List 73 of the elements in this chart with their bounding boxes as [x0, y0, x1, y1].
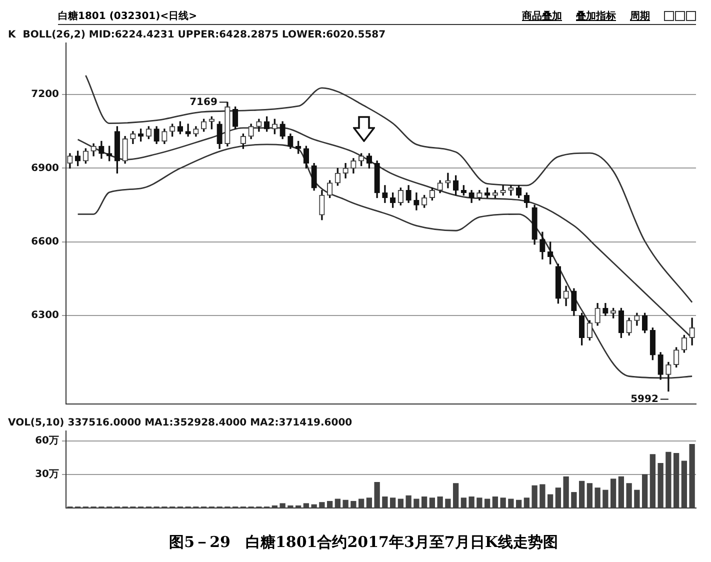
bar: [508, 498, 514, 508]
y-tick-label: 7200: [31, 89, 60, 100]
bar: [524, 498, 530, 508]
bar: [429, 498, 436, 508]
bar: [280, 503, 286, 508]
bar: [673, 452, 680, 508]
bar: [406, 495, 412, 508]
bar: [578, 480, 585, 508]
bar: [445, 498, 451, 508]
bar: [366, 498, 372, 508]
bar: [516, 500, 522, 508]
bar: [374, 482, 380, 508]
bar: [594, 488, 600, 508]
bar: [437, 496, 443, 508]
bar: [358, 498, 364, 508]
bar: [626, 483, 632, 508]
chart-title: VOL(5,10) 337516.0000 MA1:352928.4000 MA2:371419.6000: [8, 418, 352, 429]
bar: [390, 498, 396, 508]
bar: [650, 454, 656, 508]
bar: [334, 498, 341, 508]
annotation: 5992: [630, 394, 658, 405]
bar: [484, 498, 490, 508]
bar: [452, 483, 459, 508]
bar: [272, 505, 278, 508]
candlestick: [185, 124, 191, 137]
bar: [571, 492, 577, 508]
caption: 图5－29 白糖1801合约2017年3月至7月日K线走势图: [168, 533, 559, 552]
text: 周期: [630, 10, 650, 23]
bar: [476, 498, 482, 508]
annotation: 7169: [190, 96, 218, 108]
bar: [421, 496, 428, 508]
bar: [563, 476, 569, 508]
y-tick-label: 60万: [35, 436, 59, 447]
bar: [586, 483, 593, 508]
bar: [555, 488, 562, 508]
bar: [414, 498, 420, 508]
bar: [634, 490, 640, 508]
bar: [666, 452, 672, 508]
bar: [689, 444, 695, 508]
bar: [547, 494, 554, 508]
bar: [492, 496, 498, 508]
bar: [540, 484, 546, 508]
line-series: [77, 144, 693, 379]
bar: [326, 500, 333, 508]
bar: [311, 504, 317, 508]
bar: [460, 498, 467, 508]
chart-title: 白糖1801 (032301)<日线>: [58, 10, 197, 23]
bar: [468, 496, 474, 508]
text: 商品叠加: [522, 9, 562, 23]
bar: [658, 463, 664, 508]
y-tick-label: 6600: [31, 236, 60, 248]
y-tick-label: 30万: [35, 469, 59, 480]
bar: [398, 498, 404, 508]
chart-subtitle: K BOLL(26,2) MID:6224.4231 UPPER:6428.2875 LOWER:6020.5587: [8, 30, 386, 41]
bar: [319, 502, 325, 508]
bar: [618, 476, 624, 508]
bar: [681, 460, 688, 508]
bar: [382, 496, 388, 508]
bar: [500, 498, 506, 508]
bar: [532, 485, 538, 508]
bar: [288, 505, 294, 508]
text: 叠加指标: [576, 10, 616, 23]
bar: [295, 505, 302, 508]
bar: [350, 500, 356, 508]
y-tick-label: 6900: [31, 162, 60, 174]
y-tick-label: 6300: [31, 310, 60, 322]
bar: [602, 490, 608, 508]
bar: [342, 500, 348, 508]
candlestick: [445, 172, 451, 188]
line-series: [84, 74, 693, 304]
bar: [303, 503, 310, 508]
bar: [642, 474, 648, 508]
bar: [610, 478, 616, 508]
